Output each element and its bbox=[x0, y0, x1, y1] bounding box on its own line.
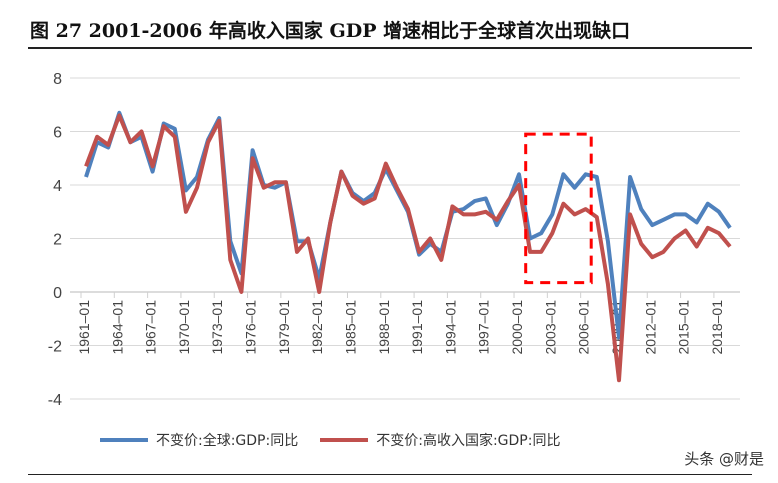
legend-swatch-world bbox=[100, 438, 148, 442]
series-line-high-income bbox=[84, 113, 732, 383]
y-tick-label: -4 bbox=[48, 392, 62, 409]
legend-item-world: 不变价:全球:GDP:同比 bbox=[100, 430, 298, 450]
x-tick-label: 2015–01 bbox=[676, 300, 692, 355]
y-tick-label: 2 bbox=[53, 232, 62, 249]
legend-label-high-income: 不变价:高收入国家:GDP:同比 bbox=[376, 433, 561, 449]
legend: 不变价:全球:GDP:同比 不变价:高收入国家:GDP:同比 bbox=[100, 430, 560, 450]
y-tick-label: 6 bbox=[53, 125, 62, 142]
legend-item-high-income: 不变价:高收入国家:GDP:同比 bbox=[320, 430, 560, 450]
x-tick-label: 1991–01 bbox=[409, 300, 425, 355]
x-tick-label: 1994–01 bbox=[442, 300, 458, 355]
y-tick-label: 0 bbox=[53, 285, 62, 302]
legend-label-world: 不变价:全球:GDP:同比 bbox=[156, 433, 299, 449]
x-tick-label: 1997–01 bbox=[476, 300, 492, 355]
x-tick-label: 1964–01 bbox=[109, 300, 125, 355]
bottom-rule bbox=[28, 474, 752, 475]
y-tick-label: 4 bbox=[53, 178, 62, 195]
x-tick-label: 2003–01 bbox=[542, 300, 558, 355]
watermark: 头条 @财是 bbox=[684, 450, 764, 468]
x-tick-label: 1985–01 bbox=[342, 300, 358, 355]
y-tick-label: -2 bbox=[48, 339, 62, 356]
x-tick-label: 2000–01 bbox=[509, 300, 525, 355]
x-tick-label: 1967–01 bbox=[143, 300, 159, 355]
x-tick-label: 1988–01 bbox=[376, 300, 392, 355]
x-tick-label: 1979–01 bbox=[276, 300, 292, 355]
y-tick-label: 8 bbox=[53, 71, 62, 88]
x-tick-label: 2012–01 bbox=[642, 300, 658, 355]
x-tick-label: 1973–01 bbox=[209, 300, 225, 355]
x-tick-label: 1982–01 bbox=[309, 300, 325, 355]
x-tick-label: 2006–01 bbox=[576, 300, 592, 355]
legend-swatch-high-income bbox=[320, 438, 369, 442]
x-tick-label: 1970–01 bbox=[176, 300, 192, 355]
x-tick-label: 1961–01 bbox=[76, 300, 92, 355]
x-tick-label: 1976–01 bbox=[243, 300, 259, 355]
x-tick-label: 2018–01 bbox=[709, 300, 725, 355]
figure-title: 图 27 2001-2006 年高收入国家 GDP 增速相比于全球首次出现缺口 bbox=[30, 20, 631, 42]
title-rule bbox=[28, 47, 752, 49]
highlight-box bbox=[524, 132, 593, 285]
